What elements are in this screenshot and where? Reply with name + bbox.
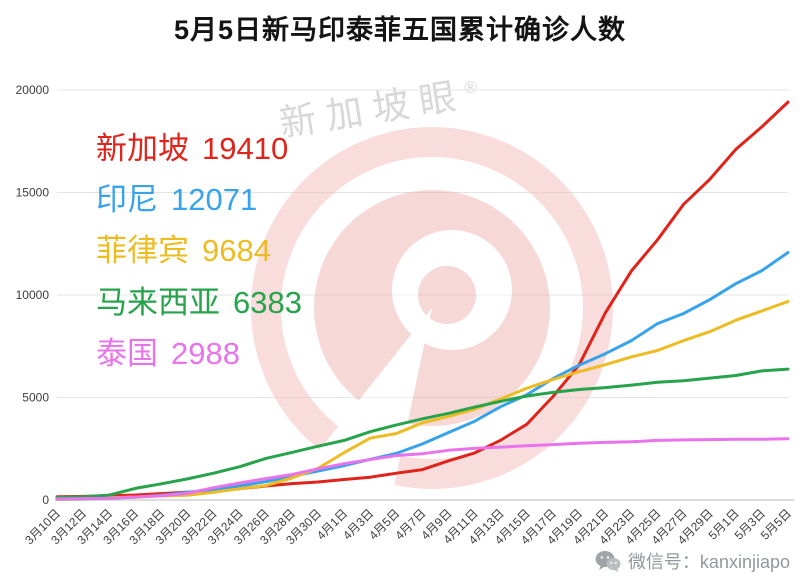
svg-text:0: 0 [42, 493, 49, 507]
series-layer [55, 100, 790, 501]
legend-country-label: 印尼 [96, 182, 158, 218]
legend-country-total: 9684 [202, 233, 271, 269]
legend-item-thailand: 泰国 2988 [96, 335, 302, 372]
legend-item-singapore: 新加坡 19410 [96, 130, 302, 167]
svg-text:20000: 20000 [16, 83, 50, 97]
wechat-label: 微信号：kanxinjiapo [627, 552, 790, 572]
legend-country-total: 2988 [171, 335, 240, 371]
legend-item-indonesia: 印尼 12071 [96, 181, 302, 218]
wechat-icon [595, 550, 621, 572]
legend-country-label: 菲律宾 [96, 233, 189, 269]
legend-country-label: 新加坡 [96, 131, 189, 166]
svg-text:15000: 15000 [16, 186, 50, 200]
legend-item-malaysia: 马来西亚 6383 [96, 284, 302, 321]
logo-watermark [251, 127, 613, 496]
wechat-footer: 微信号：kanxinjiapo [595, 548, 790, 574]
legend-country-total: 12071 [171, 182, 258, 218]
legend: 新加坡 19410 印尼 12071 菲律宾 9684 马来西亚 6383 泰国 2988 [96, 130, 302, 372]
legend-country-total: 19410 [202, 131, 289, 166]
svg-text:5000: 5000 [22, 391, 49, 405]
page-title: 5月5日新马印泰菲五国累计确诊人数 [173, 15, 627, 45]
axis-labels-layer: 3月10日3月12日3月14日3月16日3月18日3月20日3月22日3月24日… [22, 506, 794, 547]
legend-country-total: 6383 [233, 284, 302, 320]
legend-country-label: 马来西亚 [96, 284, 220, 320]
legend-item-philippines: 菲律宾 9684 [96, 232, 302, 269]
legend-country-label: 泰国 [96, 335, 158, 371]
svg-text:10000: 10000 [16, 288, 50, 302]
